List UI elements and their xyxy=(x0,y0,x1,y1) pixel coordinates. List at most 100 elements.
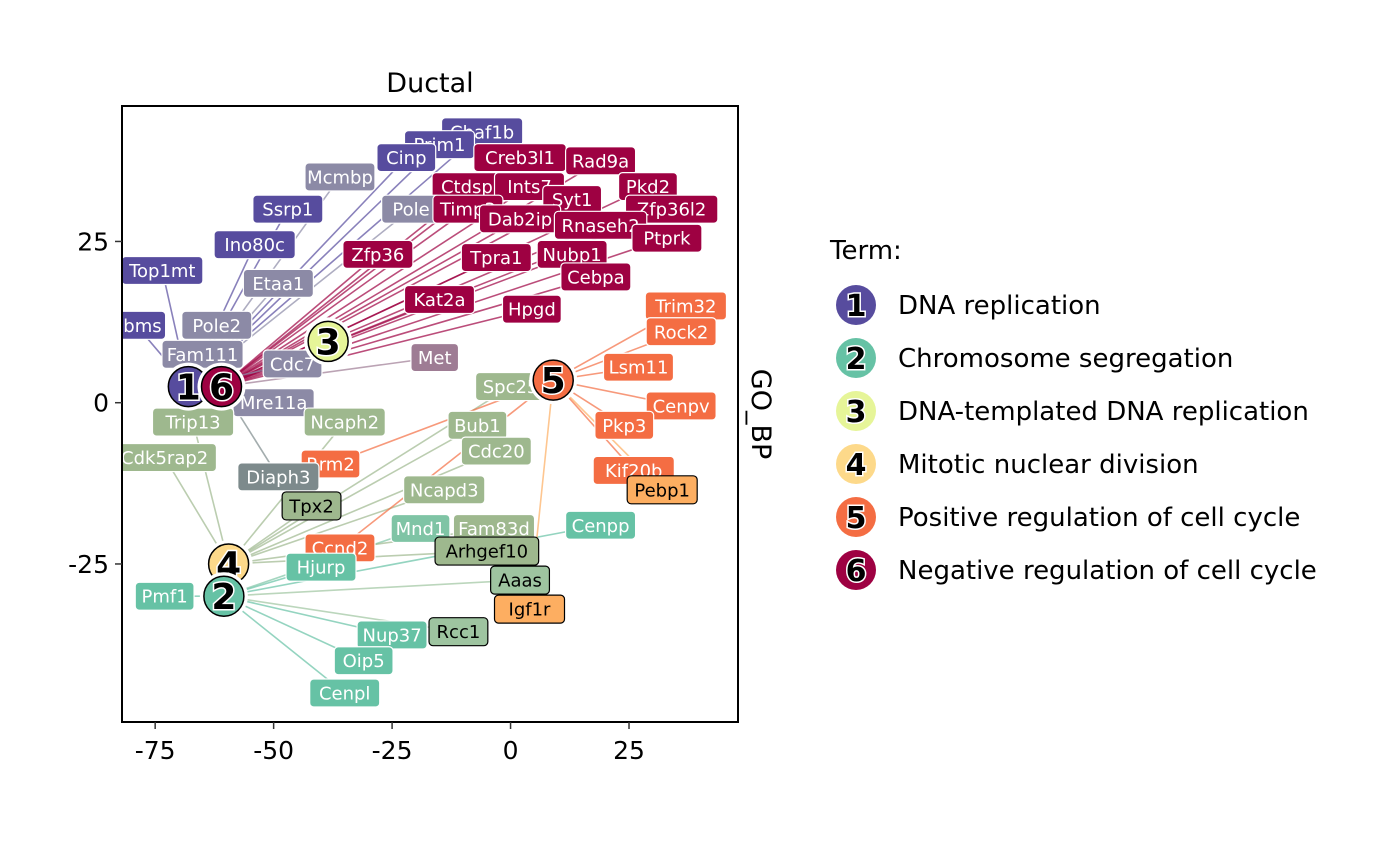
legend-swatch xyxy=(836,497,876,537)
gene-label-box xyxy=(602,352,675,382)
gene-label: Rock2 xyxy=(645,317,717,347)
gene-label-text: Cenpv xyxy=(653,396,710,417)
x-tick-label: -25 xyxy=(372,736,413,765)
gene-label: Dab2ip xyxy=(478,204,562,234)
gene-label-box xyxy=(403,284,476,315)
gene-label-text: Kat2a xyxy=(413,290,465,311)
gene-label-text: Ncapd3 xyxy=(410,480,479,501)
connector-line xyxy=(228,424,478,565)
gene-label: Cenpp xyxy=(564,510,637,540)
gene-label-box xyxy=(134,581,195,611)
gene-label-text: Ino80c xyxy=(224,235,285,256)
gene-label-text: Cenpp xyxy=(572,516,630,537)
gene-label: Igf1r xyxy=(493,594,566,624)
legend-item: 4 Mitotic nuclear division xyxy=(836,444,1199,485)
gene-label-text: Tpx2 xyxy=(288,496,334,517)
cluster-center-dot xyxy=(203,575,245,617)
gene-label-text: Trim32 xyxy=(654,296,716,317)
gene-label-box xyxy=(493,594,566,624)
gene-label: Met xyxy=(410,342,460,373)
gene-label-box xyxy=(428,617,489,647)
connector-line xyxy=(223,595,346,694)
gene-label-text: Spc25 xyxy=(483,377,539,398)
cluster-center-number: 2 xyxy=(211,577,236,618)
gene-label: Pole xyxy=(381,194,442,224)
cluster-center-number: 6 xyxy=(209,368,234,409)
gene-label-box xyxy=(490,565,551,595)
x-tick-label: 0 xyxy=(503,736,519,765)
gene-label-text: Met xyxy=(418,348,452,369)
gene-label: Nubp1 xyxy=(536,239,608,269)
gene-label-text: Pkp3 xyxy=(602,416,646,437)
gene-label: Rbms xyxy=(122,310,167,340)
gene-label-box xyxy=(460,436,532,466)
gene-label-text: Ints7 xyxy=(507,177,552,198)
cluster-center-marker: 3 xyxy=(304,317,353,366)
legend-swatch xyxy=(836,285,876,325)
gene-label-text: Ctdsp1 xyxy=(441,177,504,198)
gene-label-text: Igf1r xyxy=(509,600,552,621)
gene-label-box xyxy=(303,407,386,437)
connector-line xyxy=(220,253,379,388)
cluster-center-dot xyxy=(532,359,574,401)
legend-number: 4 xyxy=(846,448,867,483)
gene-label: Rad9a xyxy=(564,146,637,176)
cluster-center-marker: 2 xyxy=(199,572,248,621)
gene-label-text: Diaph3 xyxy=(246,467,310,488)
gene-label: Pole2 xyxy=(181,310,253,340)
gene-label-box xyxy=(564,146,637,176)
legend-label: DNA-templated DNA replication xyxy=(898,397,1309,427)
legend-item: 1 DNA replication xyxy=(836,285,1101,326)
gene-label-text: Ptprk xyxy=(643,229,691,250)
gene-label-box xyxy=(645,391,717,421)
legend-item: 3 DNA-templated DNA replication xyxy=(836,391,1309,432)
connector-line xyxy=(223,524,601,598)
legend-swatch xyxy=(836,338,876,378)
plot-border xyxy=(121,105,739,723)
cluster-center-number: 3 xyxy=(316,322,341,363)
cluster-center-marker: 5 xyxy=(529,356,578,405)
gene-label: Zfp36 xyxy=(342,239,414,269)
cluster-center-dot xyxy=(200,365,243,408)
gene-label-text: Nubp1 xyxy=(543,245,602,266)
legend-number: 6 xyxy=(846,554,867,589)
gene-label-box xyxy=(252,194,324,224)
gene-label: Cdc20 xyxy=(460,436,532,466)
gene-label-text: Fam83d xyxy=(458,519,530,540)
gene-label: Ctdsp1 xyxy=(431,172,514,202)
gene-label-text: Cdc7 xyxy=(270,355,315,376)
gene-label: Mcmbp xyxy=(304,162,376,192)
gene-label-box xyxy=(645,317,717,347)
gene-label: Aaas xyxy=(490,565,551,595)
legend-item: 2 Chromosome segregation xyxy=(836,338,1233,379)
gene-label-box xyxy=(333,646,394,676)
legend-item: 5 Positive regulation of cell cycle xyxy=(836,497,1300,538)
gene-label-text: Mnd1 xyxy=(396,519,446,540)
legend-label: Positive regulation of cell cycle xyxy=(898,503,1300,533)
gene-label-text: Oip5 xyxy=(343,651,385,672)
gene-label-text: Tpra1 xyxy=(469,248,522,269)
gene-label: Ino80c xyxy=(213,230,296,260)
gene-label-text: Rock2 xyxy=(654,322,708,343)
gene-label: Ssrp1 xyxy=(252,194,324,224)
gene-label-box xyxy=(242,268,314,298)
gene-label-text: Dab2ip xyxy=(488,209,552,230)
gene-label: Tpra1 xyxy=(460,242,532,273)
gene-label-box xyxy=(285,552,357,582)
gene-label-text: Rad9a xyxy=(572,151,629,172)
gene-label: Kat2a xyxy=(403,284,476,315)
gene-label: Spc25 xyxy=(474,371,547,402)
gene-label: Mnd1 xyxy=(390,513,451,544)
legend-swatch xyxy=(836,391,876,431)
gene-label: Cdk5rap2 xyxy=(122,442,218,473)
gene-label: Cebpa xyxy=(560,262,632,292)
legend-label: Mitotic nuclear division xyxy=(898,450,1199,480)
gene-label: Diaph3 xyxy=(237,462,320,492)
gene-label-box xyxy=(410,342,460,373)
gene-label-text: Mcmbp xyxy=(307,167,373,188)
gene-label-box xyxy=(309,678,381,708)
gene-label: Pkp3 xyxy=(594,410,655,440)
gene-label: Trim32 xyxy=(644,291,728,321)
